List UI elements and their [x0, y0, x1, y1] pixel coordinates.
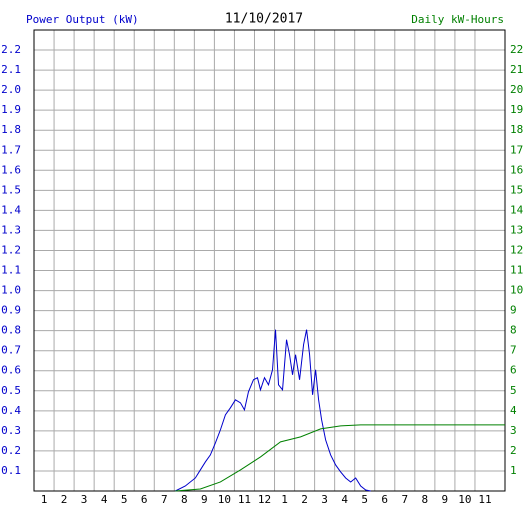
y2-tick-label: 6: [510, 364, 517, 377]
y2-tick-label: 4: [510, 404, 517, 417]
y2-tick-label: 22: [510, 43, 523, 56]
chart-title: 11/10/2017: [225, 12, 303, 27]
x-tick-label: 1: [281, 493, 288, 506]
x-tick-label: 4: [341, 493, 348, 506]
x-tick-label: 4: [101, 493, 108, 506]
x-tick-label: 7: [401, 493, 408, 506]
y-tick-label: 0.6: [1, 364, 21, 377]
y-tick-label: 1.8: [1, 123, 21, 136]
x-tick-label: 5: [121, 493, 128, 506]
y2-tick-label: 17: [510, 143, 523, 156]
x-tick-label: 12: [258, 493, 271, 506]
y-tick-label: 0.5: [1, 384, 21, 397]
x-tick-label: 2: [61, 493, 68, 506]
x-tick-label: 9: [442, 493, 449, 506]
y2-tick-label: 7: [510, 344, 517, 357]
y2-tick-label: 21: [510, 63, 523, 76]
x-tick-label: 7: [161, 493, 168, 506]
y-axis-label: Power Output (kW): [26, 13, 139, 26]
x-tick-label: 5: [361, 493, 368, 506]
x-tick-label: 10: [218, 493, 231, 506]
plot-border: [33, 29, 506, 492]
y-tick-label: 0.2: [1, 444, 21, 457]
y-tick-label: 1.2: [1, 243, 21, 256]
y-tick-label: 2.2: [1, 43, 21, 56]
y-tick-label: 1.0: [1, 284, 21, 297]
y2-tick-label: 8: [510, 324, 517, 337]
y2-tick-label: 19: [510, 103, 523, 116]
y2-tick-label: 1: [510, 464, 517, 477]
y-tick-label: 0.7: [1, 344, 21, 357]
y-tick-label: 1.5: [1, 183, 21, 196]
y-tick-label: 1.6: [1, 163, 21, 176]
y-tick-label: 2.0: [1, 83, 21, 96]
y2-tick-label: 18: [510, 123, 523, 136]
y2-tick-label: 9: [510, 304, 517, 317]
x-tick-label: 11: [478, 493, 491, 506]
y-tick-label: 0.1: [1, 464, 21, 477]
y2-tick-label: 15: [510, 183, 523, 196]
x-tick-label: 2: [301, 493, 308, 506]
y-tick-label: 1.9: [1, 103, 21, 116]
y-tick-label: 1.3: [1, 223, 21, 236]
y2-tick-label: 12: [510, 243, 523, 256]
y2-axis-label: Daily kW-Hours: [411, 13, 504, 26]
x-tick-label: 11: [238, 493, 251, 506]
y2-tick-label: 10: [510, 284, 523, 297]
y2-tick-label: 3: [510, 424, 517, 437]
y-tick-label: 0.3: [1, 424, 21, 437]
y2-tick-label: 13: [510, 223, 523, 236]
y-tick-label: 0.9: [1, 304, 21, 317]
y2-tick-label: 20: [510, 83, 523, 96]
y2-tick-label: 2: [510, 444, 517, 457]
y-tick-label: 1.1: [1, 264, 21, 277]
x-tick-label: 3: [81, 493, 88, 506]
y-tick-label: 1.4: [1, 203, 21, 216]
x-tick-label: 1: [41, 493, 48, 506]
y-tick-label: 1.7: [1, 143, 21, 156]
x-tick-label: 6: [141, 493, 148, 506]
x-tick-label: 8: [422, 493, 429, 506]
y2-tick-label: 16: [510, 163, 523, 176]
y2-tick-label: 11: [510, 264, 523, 277]
series-line: [175, 424, 505, 492]
x-tick-label: 3: [321, 493, 328, 506]
x-tick-label: 8: [181, 493, 188, 506]
x-tick-label: 6: [381, 493, 388, 506]
y2-tick-label: 5: [510, 384, 517, 397]
series-line: [175, 329, 371, 492]
x-tick-label: 10: [458, 493, 471, 506]
y-tick-label: 0.8: [1, 324, 21, 337]
y-tick-label: 0.4: [1, 404, 21, 417]
y-tick-label: 2.1: [1, 63, 21, 76]
x-tick-label: 9: [201, 493, 208, 506]
y2-tick-label: 14: [510, 203, 524, 216]
